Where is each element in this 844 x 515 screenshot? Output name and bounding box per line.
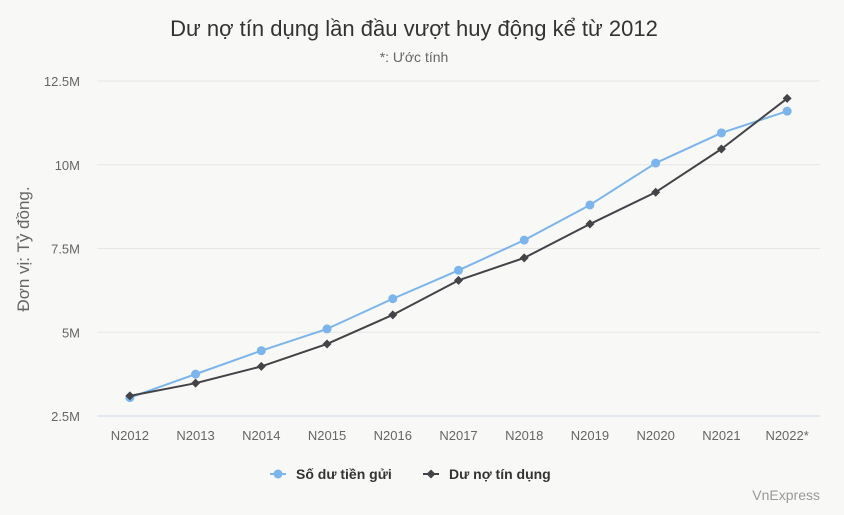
data-point[interactable] — [716, 144, 726, 154]
legend-label: Số dư tiền gửi — [296, 466, 392, 482]
legend-item[interactable]: Số dư tiền gửi — [270, 466, 392, 482]
y-tick-label: 5M — [62, 325, 80, 340]
y-tick-label: 12.5M — [44, 74, 80, 89]
x-tick-label: N2018 — [505, 428, 543, 443]
x-tick-label: N2016 — [374, 428, 412, 443]
data-point[interactable] — [454, 275, 463, 285]
y-tick-label: 7.5M — [51, 242, 80, 257]
data-point[interactable] — [322, 324, 332, 334]
data-point[interactable] — [388, 294, 398, 304]
series-1[interactable] — [125, 106, 792, 403]
y-axis-ticks: 2.5M 5M 7.5M 10M 12.5M — [44, 74, 80, 424]
grid-lines — [97, 80, 820, 333]
data-point[interactable] — [651, 187, 661, 197]
chart-title: Dư nợ tín dụng lần đầu vượt huy động kể … — [170, 16, 658, 41]
x-tick-label: N2013 — [176, 428, 214, 443]
data-point[interactable] — [191, 378, 201, 388]
x-tick-label: N2012 — [111, 428, 149, 443]
series-2[interactable] — [125, 93, 792, 401]
credit-label[interactable]: VnExpress — [752, 487, 820, 503]
chart-subtitle: *: Ước tính — [380, 49, 449, 65]
data-point[interactable] — [585, 219, 595, 229]
data-point[interactable] — [256, 361, 266, 371]
data-point[interactable] — [782, 106, 792, 116]
y-tick-label: 2.5M — [51, 409, 80, 424]
x-tick-label: N2019 — [571, 428, 609, 443]
data-point[interactable] — [125, 391, 135, 401]
data-point[interactable] — [782, 93, 792, 103]
y-tick-label: 10M — [55, 158, 80, 173]
data-point[interactable] — [322, 339, 332, 349]
x-tick-label: N2015 — [308, 428, 346, 443]
series-line[interactable] — [129, 110, 788, 399]
data-point[interactable] — [519, 235, 529, 245]
x-tick-label: N2017 — [439, 428, 477, 443]
series-line[interactable] — [129, 97, 788, 397]
legend-marker — [426, 469, 436, 479]
legend-marker — [273, 469, 283, 479]
data-point[interactable] — [388, 310, 398, 320]
x-tick-label: N2014 — [242, 428, 280, 443]
data-point[interactable] — [454, 265, 463, 275]
data-point[interactable] — [716, 128, 726, 138]
x-tick-label: N2022* — [765, 428, 808, 443]
data-point[interactable] — [585, 200, 595, 210]
legend: Số dư tiền gửi Dư nợ tín dụng — [270, 466, 551, 482]
data-point[interactable] — [651, 158, 661, 168]
legend-label: Dư nợ tín dụng — [449, 466, 551, 482]
x-axis-ticks: N2012 N2013 N2014 N2015 N2016 N2017 N2018 N2019… — [111, 428, 809, 443]
series-group — [125, 93, 792, 403]
data-point[interactable] — [191, 369, 201, 379]
legend-item[interactable]: Dư nợ tín dụng — [423, 466, 551, 482]
x-tick-label: N2021 — [702, 428, 740, 443]
y-axis-label: Đơn vị: Tỷ đồng. — [14, 186, 33, 311]
data-point[interactable] — [519, 253, 529, 263]
x-tick-label: N2020 — [637, 428, 675, 443]
data-point[interactable] — [256, 346, 266, 356]
